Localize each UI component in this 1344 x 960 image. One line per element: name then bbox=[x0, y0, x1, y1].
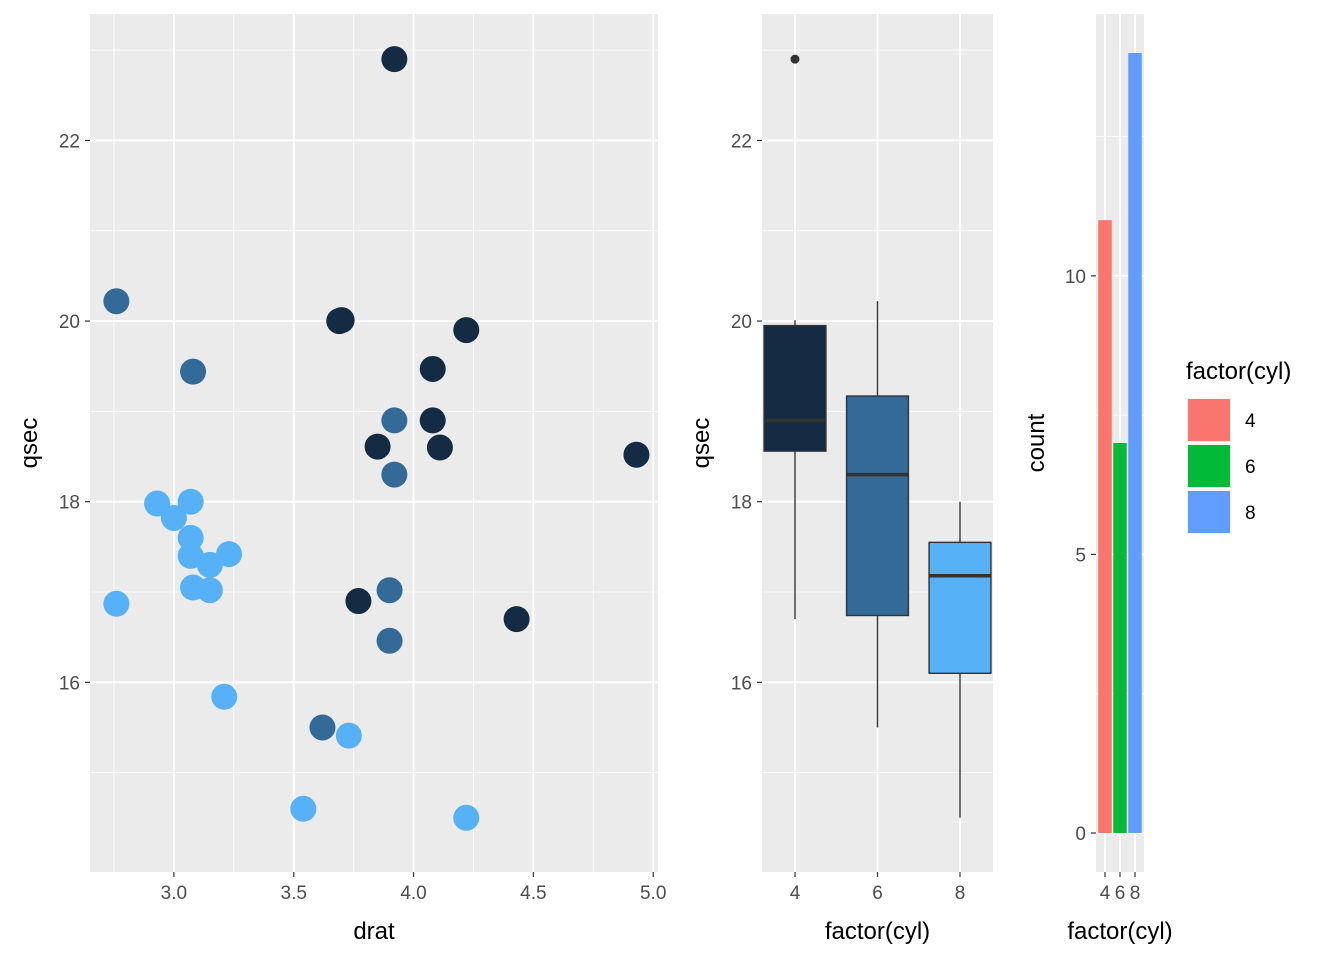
scatter-x-tick-label: 4.5 bbox=[520, 883, 546, 904]
boxplot-box bbox=[845, 395, 910, 617]
scatter-y-tick-label: 16 bbox=[59, 673, 80, 694]
scatter-x-tick-label: 3.0 bbox=[161, 883, 187, 904]
legend-title: factor(cyl) bbox=[1186, 358, 1291, 385]
scatter-panel: 3.0 3.5 4.0 4.5 5.0 16 18 20 22 drat qsec bbox=[16, 14, 666, 945]
scatter-x-tick-label: 3.5 bbox=[281, 883, 307, 904]
scatter-point bbox=[177, 488, 204, 515]
legend-swatch bbox=[1188, 491, 1230, 533]
scatter-y-axis-title: qsec bbox=[16, 418, 43, 469]
boxplot-box bbox=[928, 541, 992, 675]
scatter-point bbox=[345, 588, 372, 615]
scatter-point bbox=[103, 288, 130, 315]
scatter-point bbox=[328, 307, 355, 334]
scatter-point bbox=[180, 358, 207, 385]
scatter-x-tick-label: 4.0 bbox=[400, 883, 426, 904]
scatter-point bbox=[211, 683, 238, 710]
scatter-point bbox=[335, 722, 362, 749]
bar-y-axis-title: count bbox=[1023, 413, 1050, 472]
scatter-point bbox=[196, 551, 223, 578]
legend-items: 4 6 8 bbox=[1187, 398, 1256, 534]
scatter-point bbox=[216, 541, 243, 568]
scatter-gridlines bbox=[90, 14, 658, 872]
bar-y-tick-label: 10 bbox=[1065, 267, 1086, 288]
scatter-point bbox=[160, 504, 187, 531]
legend-label: 6 bbox=[1245, 457, 1256, 478]
scatter-point bbox=[381, 46, 408, 73]
bar bbox=[1098, 220, 1112, 834]
boxplot-panel: 4 6 8 16 18 20 22 factor(cyl) qsec bbox=[688, 14, 993, 945]
boxplot-outlier bbox=[790, 54, 800, 64]
scatter-x-axis-title: drat bbox=[353, 918, 395, 945]
boxplot-y-axis-title: qsec bbox=[688, 418, 715, 469]
bar-bars bbox=[1098, 53, 1142, 834]
scatter-point bbox=[419, 407, 446, 434]
scatter-point bbox=[381, 407, 408, 434]
legend-label: 8 bbox=[1245, 503, 1256, 524]
scatter-point bbox=[290, 795, 317, 822]
bar-x-tick-label: 4 bbox=[1100, 883, 1111, 904]
boxplot-x-axis-title: factor(cyl) bbox=[825, 918, 930, 945]
boxplot-x-tick-label: 8 bbox=[955, 883, 966, 904]
boxplot-x-tick-label: 4 bbox=[790, 883, 801, 904]
scatter-point bbox=[309, 714, 336, 741]
bar bbox=[1113, 443, 1127, 833]
scatter-point bbox=[419, 355, 446, 382]
scatter-point bbox=[376, 627, 403, 654]
boxplot-x-tick-label: 6 bbox=[872, 883, 883, 904]
boxplot-y-tick-label: 16 bbox=[731, 673, 752, 694]
bar bbox=[1128, 53, 1142, 833]
scatter-point bbox=[623, 441, 650, 468]
bar-axis-ticks: 4 6 8 0 5 10 bbox=[1065, 267, 1140, 904]
scatter-point bbox=[376, 577, 403, 604]
boxplot-axis-ticks: 4 6 8 16 18 20 22 bbox=[731, 131, 965, 904]
bar-x-axis-title: factor(cyl) bbox=[1067, 918, 1172, 945]
scatter-point bbox=[503, 606, 530, 633]
scatter-point bbox=[364, 433, 391, 460]
bar-y-tick-label: 0 bbox=[1075, 824, 1086, 845]
scatter-y-tick-label: 18 bbox=[59, 493, 80, 514]
scatter-point bbox=[180, 574, 207, 601]
bar-x-tick-label: 8 bbox=[1130, 883, 1141, 904]
legend: factor(cyl) 4 6 8 bbox=[1186, 358, 1291, 534]
scatter-point bbox=[103, 590, 130, 617]
bar-y-tick-label: 5 bbox=[1075, 545, 1086, 566]
boxplot-y-tick-label: 18 bbox=[731, 493, 752, 514]
scatter-y-tick-label: 22 bbox=[59, 131, 80, 152]
boxplot-box bbox=[763, 324, 827, 452]
scatter-points bbox=[103, 46, 650, 831]
scatter-point bbox=[177, 524, 204, 551]
boxplot-y-tick-label: 22 bbox=[731, 131, 752, 152]
boxplot-y-tick-label: 20 bbox=[731, 312, 752, 333]
bar-x-tick-label: 6 bbox=[1115, 883, 1126, 904]
boxplot-boxes bbox=[763, 54, 992, 818]
scatter-axis-ticks: 3.0 3.5 4.0 4.5 5.0 16 18 20 22 bbox=[59, 131, 667, 904]
legend-swatch bbox=[1188, 445, 1230, 487]
scatter-y-tick-label: 20 bbox=[59, 312, 80, 333]
legend-label: 4 bbox=[1245, 411, 1256, 432]
bar-panel: 4 6 8 0 5 10 factor(cyl) count bbox=[1023, 14, 1173, 945]
scatter-point bbox=[381, 461, 408, 488]
scatter-point bbox=[453, 804, 480, 831]
scatter-x-tick-label: 5.0 bbox=[640, 883, 666, 904]
scatter-point bbox=[453, 317, 480, 344]
legend-swatch bbox=[1188, 399, 1230, 441]
scatter-point bbox=[426, 434, 453, 461]
